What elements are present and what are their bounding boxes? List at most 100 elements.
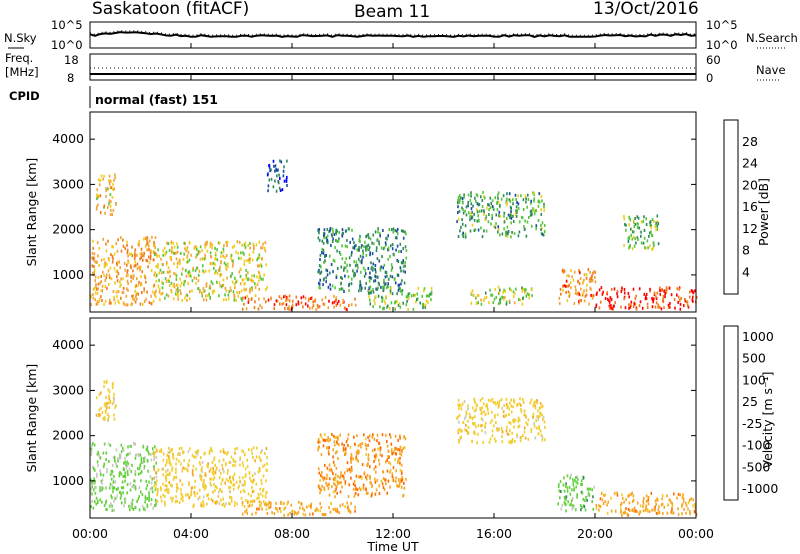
power-scatter-cell-2 bbox=[183, 252, 185, 256]
velocity-scatter-cell-3 bbox=[266, 512, 269, 515]
velocity-scatter-cell-4 bbox=[335, 466, 338, 470]
power-scatter-cell-5 bbox=[401, 289, 404, 293]
power-scatter-cell-0 bbox=[120, 283, 122, 287]
power-scatter-cell-7 bbox=[500, 197, 503, 201]
velocity-scatter-cell-7 bbox=[621, 497, 624, 500]
velocity-scatter-cell-4 bbox=[395, 469, 397, 473]
power-scatter-cell-0 bbox=[141, 254, 144, 258]
velocity-scatter-cell-2 bbox=[229, 490, 231, 494]
power-scatter-cell-7 bbox=[462, 201, 464, 205]
velocity-scatter-cell-4 bbox=[320, 474, 322, 478]
velocity-scatter-cell-4 bbox=[403, 435, 405, 439]
velocity-scatter-cell-3 bbox=[319, 502, 321, 505]
power-scatter-cell-2 bbox=[170, 290, 173, 294]
velocity-scatter-cell-0 bbox=[146, 459, 149, 463]
power-scatter-cell-2 bbox=[215, 269, 217, 273]
velocity-scatter-cell-5 bbox=[535, 419, 537, 423]
velocity-scatter-cell-2 bbox=[182, 450, 184, 454]
velocity-scatter-cell-1 bbox=[105, 409, 107, 412]
velocity-scatter-cell-0 bbox=[97, 501, 99, 504]
power-scatter-cell-0 bbox=[97, 276, 100, 280]
velocity-scatter-cell-2 bbox=[155, 486, 157, 490]
velocity-scatter-cell-4 bbox=[343, 471, 346, 475]
power-scatter-cell-3 bbox=[350, 303, 353, 307]
velocity-scatter-cell-4 bbox=[321, 471, 323, 475]
power-scatter-cell-4 bbox=[279, 176, 281, 180]
power-scatter-cell-0 bbox=[131, 294, 133, 298]
velocity-scatter-cell-4 bbox=[319, 440, 321, 444]
power-scatter-cell-5 bbox=[401, 279, 403, 283]
power-scatter-cell-7 bbox=[493, 225, 495, 228]
power-scatter-cell-6 bbox=[407, 307, 409, 311]
power-scatter-cell-5 bbox=[385, 236, 387, 240]
power-scatter-cell-5 bbox=[374, 268, 377, 272]
power-scatter-cell-6 bbox=[424, 303, 427, 307]
velocity-scatter-cell-6 bbox=[589, 487, 592, 491]
power-scatter-cell-5 bbox=[405, 232, 407, 236]
power-scatter-cell-2 bbox=[171, 246, 173, 250]
power-scatter-cell-7 bbox=[506, 234, 509, 238]
power-scatter-cell-4 bbox=[282, 174, 285, 178]
velocity-scatter-cell-4 bbox=[374, 477, 376, 481]
power-scatter-cell-6 bbox=[389, 291, 392, 295]
power-scatter-cell-5 bbox=[393, 253, 395, 257]
power-scatter-cell-7 bbox=[534, 209, 537, 213]
velocity-scatter-cell-0 bbox=[117, 459, 119, 463]
velocity-scatter-cell-5 bbox=[491, 397, 494, 401]
power-scatter-cell-0 bbox=[139, 257, 141, 261]
power-scatter-cell-5 bbox=[346, 263, 348, 267]
velocity-scatter-cell-3 bbox=[308, 504, 310, 508]
power-scatter-cell-2 bbox=[156, 255, 158, 258]
velocity-scatter-cell-4 bbox=[320, 488, 323, 492]
power-scatter-cell-5 bbox=[337, 239, 340, 243]
velocity-colorbar-tick-2: -100 bbox=[742, 438, 770, 453]
velocity-scatter-cell-2 bbox=[161, 467, 164, 471]
power-scatter-cell-8 bbox=[483, 296, 486, 300]
power-scatter-cell-5 bbox=[380, 285, 382, 289]
velocity-scatter-cell-0 bbox=[129, 482, 132, 486]
velocity-scatter-cell-7 bbox=[655, 503, 657, 506]
velocity-scatter-cell-1 bbox=[105, 405, 107, 408]
power-scatter-cell-7 bbox=[505, 233, 507, 237]
velocity-scatter-cell-5 bbox=[501, 440, 504, 444]
velocity-scatter-cell-2 bbox=[199, 474, 201, 478]
power-scatter-cell-2 bbox=[214, 253, 217, 257]
velocity-scatter-cell-4 bbox=[332, 455, 334, 459]
power-scatter-cell-0 bbox=[131, 297, 134, 301]
power-scatter-cell-7 bbox=[512, 214, 514, 218]
velocity-scatter-cell-0 bbox=[143, 467, 146, 471]
power-scatter-cell-9 bbox=[587, 268, 590, 272]
power-scatter-cell-0 bbox=[143, 300, 146, 303]
velocity-scatter-cell-2 bbox=[238, 484, 240, 488]
velocity-scatter-cell-2 bbox=[261, 449, 263, 453]
power-scatter-cell-5 bbox=[375, 287, 377, 291]
power-scatter-cell-5 bbox=[374, 230, 377, 234]
power-scatter-cell-0 bbox=[94, 298, 96, 302]
power-scatter-cell-0 bbox=[95, 302, 98, 306]
power-scatter-cell-3 bbox=[338, 299, 340, 303]
velocity-scatter-cell-5 bbox=[523, 413, 525, 417]
velocity-scatter-cell-3 bbox=[315, 507, 318, 511]
power-scatter-cell-5 bbox=[379, 268, 382, 272]
power-scatter-cell-10 bbox=[662, 295, 665, 298]
velocity-scatter-cell-2 bbox=[175, 467, 177, 471]
velocity-scatter-cell-6 bbox=[564, 495, 566, 499]
velocity-scatter-cell-2 bbox=[241, 502, 244, 506]
velocity-scatter-cell-0 bbox=[133, 485, 135, 489]
power-scatter-cell-5 bbox=[318, 238, 321, 242]
velocity-scatter-cell-2 bbox=[176, 499, 178, 503]
power-scatter-cell-2 bbox=[228, 290, 231, 294]
velocity-scatter-cell-6 bbox=[571, 504, 574, 508]
velocity-scatter-cell-6 bbox=[559, 496, 561, 500]
velocity-scatter-cell-1 bbox=[108, 414, 110, 418]
power-scatter-cell-6 bbox=[368, 291, 371, 295]
power-scatter-cell-2 bbox=[201, 294, 204, 298]
power-scatter-cell-5 bbox=[383, 263, 386, 267]
power-scatter-cell-7 bbox=[542, 233, 545, 237]
velocity-scatter-cell-4 bbox=[365, 477, 368, 481]
velocity-scatter-cell-4 bbox=[354, 491, 357, 495]
velocity-scatter-cell-1 bbox=[102, 416, 105, 420]
velocity-scatter-cell-2 bbox=[157, 490, 159, 494]
power-scatter-cell-2 bbox=[252, 279, 254, 283]
